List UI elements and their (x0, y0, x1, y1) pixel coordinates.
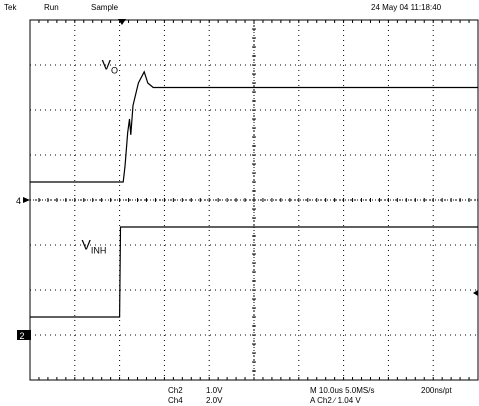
trace-labels: VO VINH (82, 57, 119, 256)
trigger-position-marker[interactable] (118, 19, 126, 25)
trigger-readout: A Ch2 ∕ 1.04 V (310, 396, 361, 405)
ch2-scale: 1.0V (206, 386, 223, 395)
ch2-ground-marker-box (17, 330, 31, 340)
ch4-scale: 2.0V (206, 396, 223, 405)
trace-vinh (30, 226, 478, 318)
run-state: Run (44, 3, 59, 12)
acquisition-mode: Sample (91, 3, 119, 12)
timebase-readout: M 10.0us 5.0MS/s (310, 386, 375, 395)
ch2-label: Ch2 (168, 386, 183, 395)
record-interval: 200ns/pt (421, 386, 452, 395)
timestamp: 24 May 04 11:18:40 (371, 3, 442, 12)
label-vinh: VINH (82, 237, 107, 256)
right-edge-marker (473, 290, 478, 296)
ch4-ground-marker[interactable]: 4 (16, 196, 21, 206)
trace-vo (30, 70, 478, 183)
ch4-label: Ch4 (168, 396, 183, 405)
brand-label: Tek (4, 3, 17, 12)
label-vo: VO (102, 57, 118, 76)
ch4-ground-arrow (23, 197, 30, 203)
ch2-ground-marker[interactable]: 2 (19, 331, 24, 341)
trace-layer (30, 70, 478, 318)
graticule-grid (29, 19, 479, 381)
